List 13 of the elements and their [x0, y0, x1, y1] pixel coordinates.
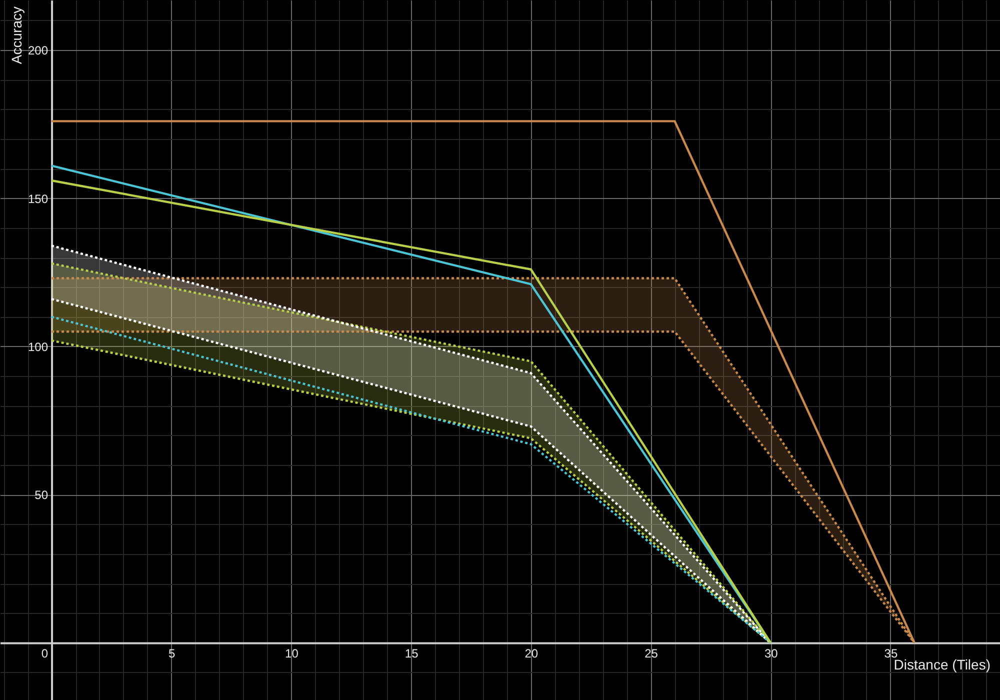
- x-tick-label: 15: [404, 646, 419, 660]
- x-tick-label: 10: [285, 646, 299, 660]
- y-tick-label: 100: [28, 340, 48, 354]
- x-tick-label: 20: [524, 646, 538, 660]
- y-tick-label: 200: [28, 44, 48, 58]
- x-tick-label: 25: [644, 646, 658, 660]
- y-tick-label: 150: [28, 192, 48, 206]
- y-tick-label: 50: [34, 488, 48, 502]
- x-tick-label: 35: [884, 646, 898, 660]
- x-tick-label: 30: [764, 646, 778, 660]
- y-axis-title: Accuracy: [8, 6, 24, 64]
- x-tick-label: 5: [168, 646, 176, 660]
- x-tick-label: 0: [41, 646, 48, 660]
